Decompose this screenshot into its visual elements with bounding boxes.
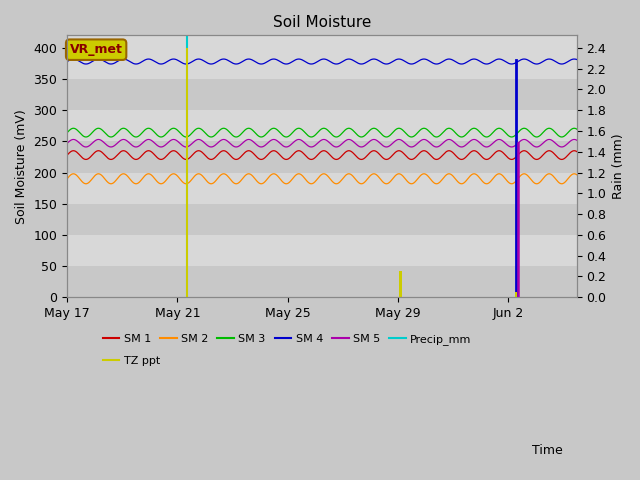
- Bar: [67, 266, 577, 297]
- Legend: TZ ppt: TZ ppt: [98, 351, 164, 370]
- Title: Soil Moisture: Soil Moisture: [273, 15, 371, 30]
- Y-axis label: Soil Moisture (mV): Soil Moisture (mV): [15, 109, 28, 224]
- Bar: [67, 172, 577, 204]
- Bar: [67, 79, 577, 110]
- Y-axis label: Rain (mm): Rain (mm): [612, 133, 625, 199]
- Text: Time: Time: [532, 444, 563, 456]
- Bar: [67, 48, 577, 79]
- Bar: [67, 235, 577, 266]
- Bar: [399, 271, 401, 297]
- Text: VR_met: VR_met: [70, 43, 123, 56]
- Bar: [67, 204, 577, 235]
- Bar: [515, 292, 517, 297]
- Bar: [186, 48, 188, 297]
- Bar: [67, 110, 577, 141]
- Bar: [67, 141, 577, 172]
